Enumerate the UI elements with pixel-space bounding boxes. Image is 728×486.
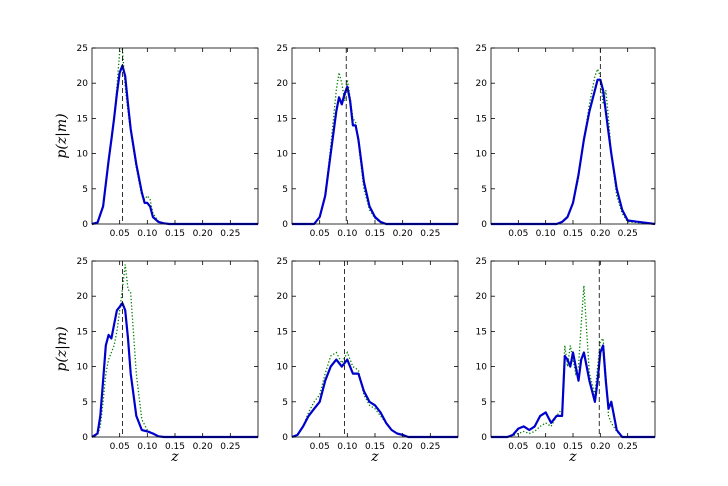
y-axis-label: p(z|m): [54, 113, 70, 158]
solid-series-line: [292, 85, 458, 226]
x-tick-label: 0.05: [310, 229, 330, 239]
x-tick-label: 0.20: [193, 229, 213, 239]
y-tick-label: 15: [476, 114, 487, 124]
x-tick-label: 0.10: [137, 442, 157, 452]
x-axis-label: z: [370, 449, 379, 465]
x-tick-label: 0.15: [165, 229, 185, 239]
x-tick-label: 0.05: [508, 442, 528, 452]
y-tick-label: 0: [481, 220, 487, 230]
solid-series-line: [91, 64, 258, 226]
dotted-series-line: [292, 72, 458, 225]
y-tick-label: 5: [282, 185, 288, 195]
y-tick-label: 25: [77, 257, 88, 267]
y-axis-label: p(z|m): [54, 326, 70, 371]
x-tick-label: 0.15: [563, 229, 583, 239]
axes-frame: [91, 260, 259, 438]
y-tick-label: 5: [82, 398, 88, 408]
y-tick-label: 10: [476, 150, 488, 160]
y-tick-label: 0: [481, 433, 487, 443]
x-tick-label: 0.10: [536, 442, 556, 452]
y-tick-label: 5: [481, 398, 487, 408]
x-tick-label: 0.05: [310, 442, 330, 452]
x-tick-label: 0.25: [420, 229, 440, 239]
x-tick-label: 0.20: [393, 229, 413, 239]
y-tick-label: 25: [77, 44, 88, 54]
panel-3: 0.05 0.10 0.15 0.20 0.25 0 5 10 15 20 25: [476, 44, 656, 239]
x-tick-label: 0.25: [220, 229, 240, 239]
y-tick-label: 20: [277, 79, 289, 89]
x-axis-label: z: [170, 449, 179, 465]
x-tick-label: 0.20: [193, 442, 213, 452]
dotted-series-line: [291, 350, 458, 438]
x-tick-label: 0.20: [393, 442, 413, 452]
x-tick-label: 0.25: [618, 229, 638, 239]
solid-series-line: [291, 358, 458, 439]
x-tick-label: 0.15: [563, 442, 583, 452]
y-tick-label: 20: [476, 79, 488, 89]
axes-frame: [291, 47, 459, 225]
solid-series-line: [91, 302, 258, 439]
dotted-series-line: [91, 48, 258, 225]
x-tick-label: 0.20: [590, 442, 610, 452]
axes-frame: [91, 47, 259, 225]
panel-4: 0.05 0.10 0.15 0.20 0.25 0 5 10 15 20 25 p(z|m) z: [54, 257, 259, 465]
y-tick-label: 10: [277, 150, 289, 160]
y-tick-label: 5: [481, 185, 487, 195]
y-tick-label: 15: [277, 114, 288, 124]
x-tick-label: 0.10: [337, 442, 357, 452]
panel-2: 0.05 0.10 0.15 0.20 0.25 0 5 10 15 20 25: [277, 44, 459, 239]
y-tick-label: 15: [77, 114, 88, 124]
y-tick-label: 0: [82, 433, 88, 443]
y-tick-label: 15: [476, 327, 487, 337]
axes-frame: [291, 260, 459, 438]
y-tick-label: 20: [277, 292, 289, 302]
y-tick-label: 15: [77, 327, 88, 337]
dotted-series-line: [491, 285, 655, 438]
x-axis-label: z: [568, 449, 577, 465]
x-tick-label: 0.25: [618, 442, 638, 452]
axes-frame: [490, 260, 656, 438]
y-tick-label: 5: [282, 398, 288, 408]
panel-1: 0.05 0.10 0.15 0.20 0.25 0 5 10 15 20 25 p(z|m): [54, 44, 259, 239]
x-tick-label: 0.15: [365, 229, 385, 239]
dotted-series-line: [491, 67, 656, 225]
y-tick-label: 20: [476, 292, 488, 302]
x-tick-label: 0.25: [420, 442, 440, 452]
x-tick-label: 0.05: [508, 229, 528, 239]
y-tick-label: 5: [82, 185, 88, 195]
x-tick-label: 0.10: [137, 229, 157, 239]
y-tick-label: 0: [82, 220, 88, 230]
x-tick-label: 0.10: [536, 229, 556, 239]
x-tick-label: 0.25: [220, 442, 240, 452]
x-tick-label: 0.15: [365, 442, 385, 452]
y-tick-label: 25: [277, 44, 288, 54]
x-tick-label: 0.05: [110, 229, 130, 239]
panel-6: 0.05 0.10 0.15 0.20 0.25 0 5 10 15 20 25 z: [476, 257, 656, 465]
x-tick-label: 0.20: [590, 229, 610, 239]
x-tick-label: 0.15: [165, 442, 185, 452]
y-tick-label: 25: [277, 257, 288, 267]
y-tick-label: 15: [277, 327, 288, 337]
y-tick-label: 20: [77, 292, 89, 302]
x-tick-label: 0.05: [110, 442, 130, 452]
x-tick-label: 0.10: [337, 229, 357, 239]
solid-series-line: [491, 78, 656, 226]
y-tick-label: 10: [277, 363, 289, 373]
y-tick-label: 10: [476, 363, 488, 373]
y-tick-label: 20: [77, 79, 89, 89]
y-tick-label: 25: [476, 44, 487, 54]
y-tick-label: 10: [77, 150, 89, 160]
y-tick-label: 25: [476, 257, 487, 267]
panel-5: 0.05 0.10 0.15 0.20 0.25 0 5 10 15 20 25 z: [277, 257, 459, 465]
y-tick-label: 10: [77, 363, 89, 373]
y-tick-label: 0: [282, 433, 288, 443]
solid-series-line: [491, 344, 655, 439]
y-tick-label: 0: [282, 220, 288, 230]
dotted-series-line: [91, 264, 258, 438]
